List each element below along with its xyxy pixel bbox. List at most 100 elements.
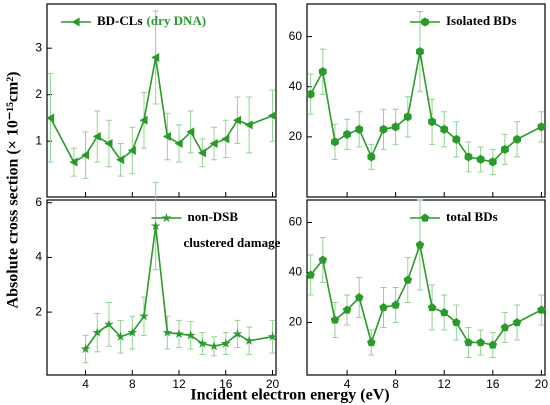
data-point	[174, 139, 183, 149]
data-point	[174, 328, 184, 339]
x-tick-label: 4	[344, 377, 351, 391]
data-point	[391, 122, 400, 132]
data-point	[127, 327, 138, 337]
data-point	[403, 112, 412, 122]
data-point	[162, 327, 173, 337]
data-line	[309, 51, 542, 163]
plot-frame	[306, 199, 546, 376]
data-point	[318, 255, 328, 264]
data-point	[127, 145, 136, 155]
y-tick-label: 1	[35, 133, 42, 147]
legend-label: total BDs	[446, 209, 498, 224]
data-point	[92, 327, 103, 337]
data-point	[537, 305, 546, 314]
annotation: clustered damage	[184, 235, 281, 250]
data-point	[367, 152, 376, 162]
data-point	[244, 120, 253, 130]
data-point	[500, 323, 510, 332]
x-tick-label: 8	[129, 377, 136, 391]
data-point	[379, 303, 388, 312]
legend-name: Isolated BDs	[446, 13, 516, 28]
data-point	[354, 293, 364, 302]
plot-frame	[46, 199, 277, 376]
y-tick-label: 60	[289, 215, 303, 229]
data-point	[306, 89, 315, 99]
data-point	[232, 115, 242, 125]
y-tick-label: 20	[289, 315, 303, 329]
plot-frame	[46, 3, 277, 198]
data-point	[232, 328, 243, 339]
y-tick-label: 40	[289, 79, 303, 93]
data-point	[306, 270, 315, 279]
data-point	[104, 319, 114, 329]
data-point	[92, 132, 101, 142]
data-point	[331, 137, 339, 147]
data-point	[151, 52, 160, 62]
data-point	[186, 127, 195, 137]
data-point	[197, 148, 206, 158]
data-point	[403, 275, 413, 284]
data-point	[139, 115, 148, 125]
data-point	[427, 303, 437, 312]
data-point	[488, 157, 497, 167]
data-point	[476, 154, 485, 164]
data-point	[209, 341, 219, 351]
data-point	[476, 338, 485, 347]
data-point	[267, 111, 277, 121]
data-point	[488, 340, 498, 349]
legend-label: non-DSB	[188, 209, 239, 224]
data-point	[318, 67, 327, 77]
data-point	[513, 134, 521, 144]
data-point	[379, 124, 388, 134]
data-point	[452, 318, 461, 327]
legend-name: BD-CLs	[97, 13, 143, 28]
x-tick-label: 20	[535, 377, 549, 391]
data-line	[84, 225, 273, 350]
data-point	[115, 331, 126, 341]
data-point	[415, 240, 425, 249]
data-point	[80, 343, 91, 354]
x-tick-label: 16	[486, 377, 500, 391]
plot-frame	[306, 3, 546, 198]
data-point	[139, 311, 149, 321]
data-point	[185, 330, 196, 340]
legend-marker	[420, 213, 430, 222]
data-point	[104, 139, 113, 149]
data-point	[428, 117, 436, 127]
data-point	[464, 152, 473, 162]
data-point	[355, 124, 364, 134]
y-tick-label: 3	[35, 40, 42, 54]
data-point	[343, 129, 351, 139]
x-tick-label: 12	[172, 377, 186, 391]
legend-note: (dry DNA)	[147, 13, 207, 28]
data-point	[452, 134, 461, 144]
legend-name: non-DSB	[188, 209, 239, 224]
data-point	[221, 134, 230, 144]
x-tick-label: 12	[438, 377, 452, 391]
legend-marker	[71, 17, 80, 27]
data-point	[220, 338, 231, 348]
x-tick-label: 16	[219, 377, 233, 391]
y-tick-label: 60	[289, 29, 303, 43]
y-tick-label: 2	[35, 304, 42, 318]
legend-name: total BDs	[446, 209, 498, 224]
x-axis-label: Incident electron energy (eV)	[190, 387, 389, 404]
y-axis-label: Absolute cross section (× 10⁻¹⁵cm²)	[5, 72, 22, 309]
data-point	[367, 338, 376, 347]
x-tick-label: 4	[82, 377, 89, 391]
data-line	[49, 57, 273, 164]
data-point	[391, 300, 400, 309]
data-point	[162, 132, 171, 142]
data-point	[209, 139, 218, 149]
legend-marker	[161, 212, 172, 223]
y-tick-label: 20	[289, 129, 303, 143]
data-point	[342, 305, 352, 314]
x-tick-label: 8	[392, 377, 399, 391]
data-point	[330, 315, 340, 324]
data-point	[81, 150, 90, 160]
data-point	[197, 338, 208, 348]
data-point	[464, 338, 473, 347]
data-point	[537, 122, 546, 132]
legend-label: Isolated BDs	[446, 13, 516, 28]
